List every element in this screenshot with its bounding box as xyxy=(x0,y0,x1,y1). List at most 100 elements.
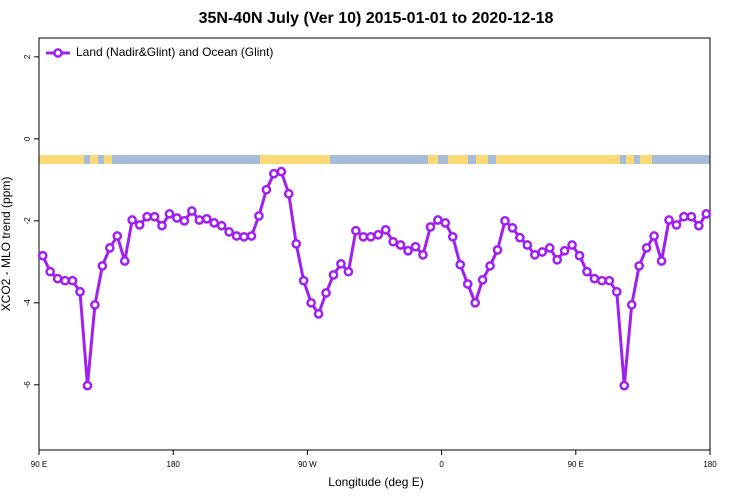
land-band xyxy=(448,155,468,164)
data-point xyxy=(537,247,548,257)
data-point xyxy=(127,215,138,225)
data-point xyxy=(351,225,361,236)
data-point xyxy=(477,275,488,285)
data-point xyxy=(209,218,220,228)
data-point xyxy=(485,261,495,271)
data-point xyxy=(104,243,115,253)
data-point xyxy=(418,250,428,260)
data-point xyxy=(380,225,391,235)
data-point xyxy=(507,222,518,233)
x-tick-label: 90 E xyxy=(568,460,584,469)
data-point xyxy=(186,206,197,216)
data-point xyxy=(589,273,600,284)
data-point xyxy=(619,380,630,391)
data-point xyxy=(52,273,63,284)
data-point xyxy=(172,213,182,223)
data-point xyxy=(283,188,294,199)
data-point xyxy=(559,245,570,256)
data-point xyxy=(567,240,577,250)
land-band xyxy=(428,155,438,164)
data-point xyxy=(291,238,302,249)
data-point xyxy=(611,286,622,297)
data-point xyxy=(574,250,585,261)
y-tick-label: -6 xyxy=(23,381,32,389)
x-tick-label: 180 xyxy=(703,460,717,469)
x-tick-label: 90 W xyxy=(298,460,317,469)
data-point xyxy=(194,215,205,225)
land-band xyxy=(39,155,84,164)
data-point xyxy=(254,211,264,221)
data-point xyxy=(306,297,316,308)
data-point xyxy=(582,266,592,277)
data-point xyxy=(425,222,436,232)
data-point xyxy=(552,254,563,265)
data-point xyxy=(134,220,145,230)
x-tick-label: 90 E xyxy=(31,460,47,469)
data-point xyxy=(90,300,100,310)
data-point xyxy=(149,211,160,222)
legend-label: Land (Nadir&Glint) and Ocean (Glint) xyxy=(76,45,273,59)
data-point xyxy=(231,231,242,241)
legend: Land (Nadir&Glint) and Ocean (Glint) xyxy=(46,45,273,59)
data-point xyxy=(373,229,384,240)
data-point xyxy=(97,261,108,271)
data-point xyxy=(462,279,473,289)
y-tick-label: 0 xyxy=(23,136,32,141)
data-point xyxy=(686,211,697,222)
data-point xyxy=(544,243,555,253)
data-point xyxy=(313,309,324,319)
land-band xyxy=(640,155,652,164)
data-point xyxy=(403,245,413,256)
data-point xyxy=(701,209,712,219)
data-point xyxy=(82,380,93,391)
data-point xyxy=(45,266,56,277)
data-point xyxy=(112,231,123,241)
data-point xyxy=(626,300,637,310)
chart-title: 35N-40N July (Ver 10) 2015-01-01 to 2020… xyxy=(199,10,554,27)
data-point xyxy=(395,240,406,250)
data-point xyxy=(179,215,190,226)
data-point xyxy=(365,231,376,242)
y-axis-label: XCO2 - MLO trend (ppm) xyxy=(0,177,13,312)
y-tick-label: 2 xyxy=(23,54,32,59)
data-point xyxy=(75,286,85,297)
data-point xyxy=(201,213,212,224)
legend-marker xyxy=(53,48,63,58)
land-band xyxy=(104,155,112,164)
data-point xyxy=(216,220,227,231)
land-band xyxy=(476,155,488,164)
data-point xyxy=(388,236,398,247)
data-point xyxy=(440,218,451,228)
data-point xyxy=(343,266,354,277)
land-band xyxy=(626,155,634,164)
data-point xyxy=(447,231,458,242)
land-band xyxy=(90,155,98,164)
data-point xyxy=(641,243,652,253)
data-point xyxy=(634,261,645,271)
y-tick-label: -2 xyxy=(23,217,32,225)
x-axis-label: Longitude (deg E) xyxy=(328,475,423,489)
data-point xyxy=(693,220,704,231)
data-point xyxy=(276,166,287,177)
ocean-band xyxy=(39,155,710,164)
data-point xyxy=(157,220,167,231)
y-tick-label: -4 xyxy=(23,299,32,307)
data-point xyxy=(529,250,540,260)
land-band xyxy=(496,155,620,164)
data-point xyxy=(671,220,682,230)
data-point xyxy=(358,231,369,242)
data-point xyxy=(60,275,70,286)
data-point xyxy=(433,215,443,225)
data-point xyxy=(410,241,421,252)
data-point xyxy=(239,231,249,242)
data-point xyxy=(492,245,503,255)
data-point xyxy=(649,231,659,241)
land-band xyxy=(260,155,330,164)
data-point xyxy=(119,256,130,266)
data-point xyxy=(224,227,234,237)
data-point xyxy=(321,288,331,298)
data-point xyxy=(515,232,525,243)
data-point xyxy=(67,275,78,286)
data-point xyxy=(679,211,689,222)
